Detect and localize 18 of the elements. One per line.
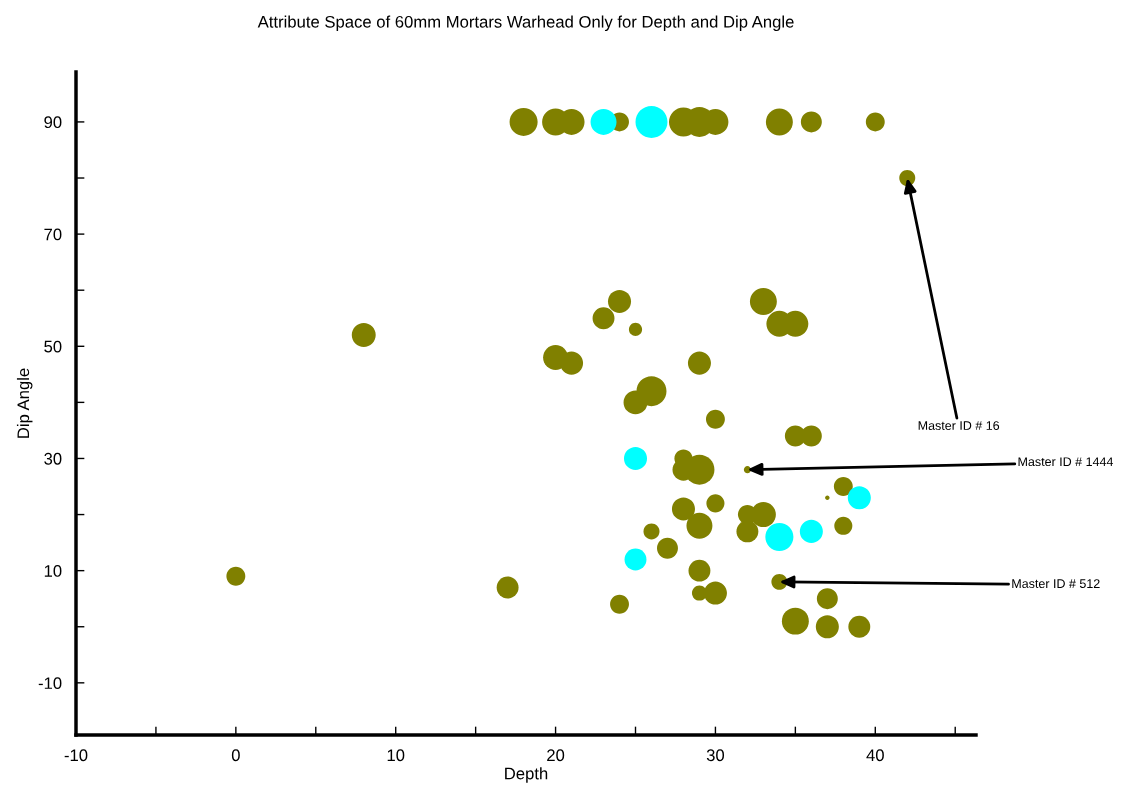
x-tick-label: -10 <box>64 749 88 762</box>
y-axis-title: Dip Angle <box>16 368 33 438</box>
annotation: Master ID # 512 <box>1012 579 1100 588</box>
y-tick-label: 30 <box>44 452 62 465</box>
annotation: Master ID # 16 <box>918 421 1000 430</box>
x-tick-label: 30 <box>706 749 725 762</box>
annotation: Master ID # 1444 <box>1018 457 1114 467</box>
y-tick-label: 90 <box>44 116 62 129</box>
y-tick-label: -10 <box>38 677 62 690</box>
x-tick-label: 0 <box>231 749 240 762</box>
chart-title: Attribute Space of 60mm Mortars Warhead Only for Depth and Dip Angle <box>257 15 794 32</box>
y-tick-label: 50 <box>44 340 62 353</box>
x-tick-label: 10 <box>387 749 405 762</box>
x-tick-label: 40 <box>866 749 884 762</box>
y-tick-label: 10 <box>44 565 62 577</box>
x-tick-label: 20 <box>547 749 565 762</box>
x-axis-title: Depth <box>505 767 548 783</box>
y-tick-label: 70 <box>44 228 62 241</box>
